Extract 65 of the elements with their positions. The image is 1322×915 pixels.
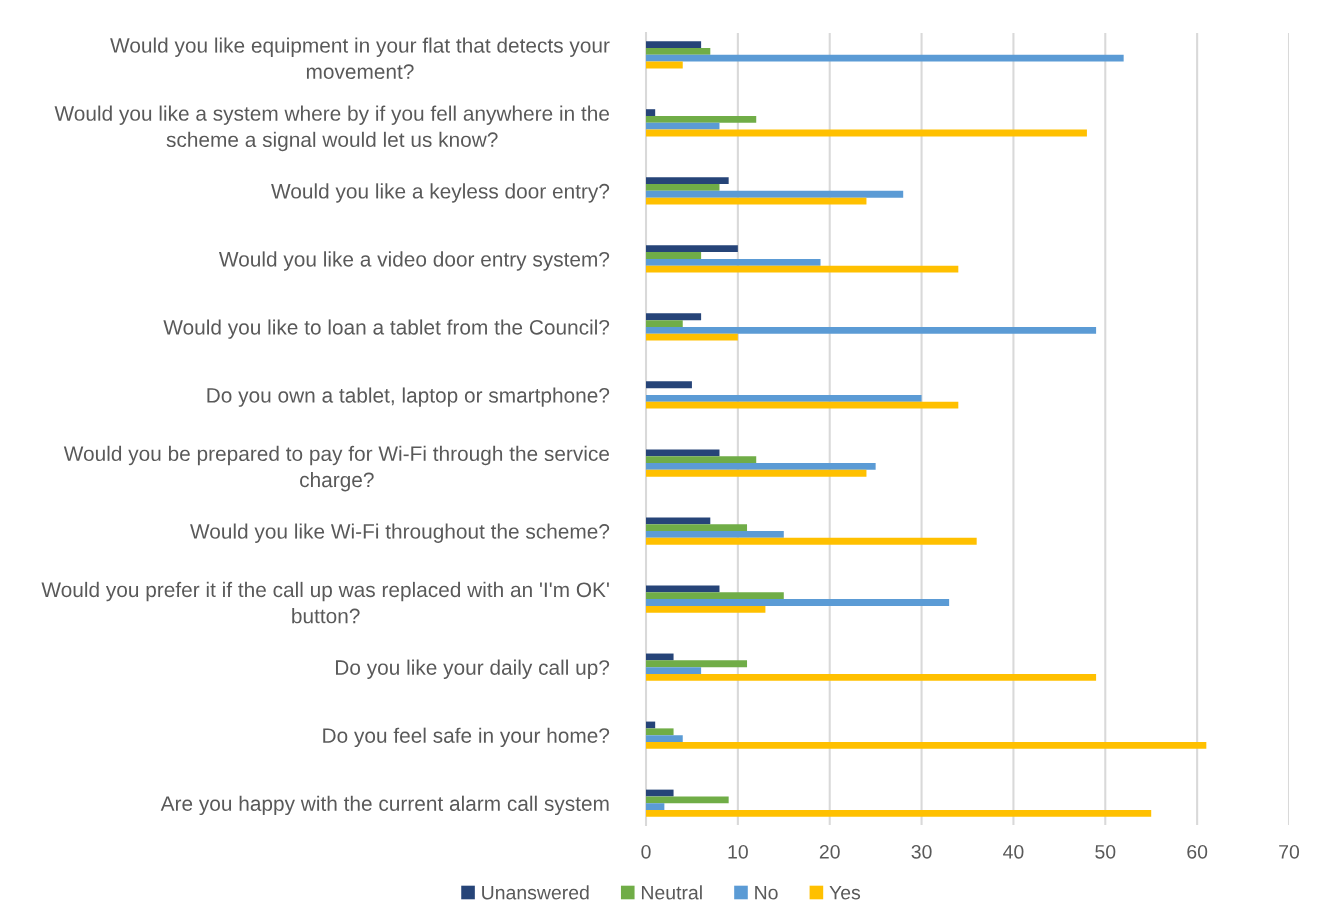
- y-tick-label: Would you like a keyless door entry?: [271, 183, 610, 203]
- bar: [646, 177, 729, 185]
- y-tick-label: Would you like a system where by if you fell anywhere in the scheme a signal would let us know?: [54, 105, 609, 152]
- bar: [646, 381, 692, 389]
- legend-label: Unanswered: [482, 885, 589, 900]
- bar: [646, 667, 702, 674]
- y-tick-label: Would you prefer it if the call up was replaced with an 'I'm OK' button?: [41, 581, 609, 624]
- bar: [646, 531, 784, 538]
- bar: [646, 394, 922, 402]
- bar: [646, 401, 959, 409]
- x-tick-label: 50: [1095, 844, 1116, 859]
- bar: [646, 109, 656, 117]
- bar: [646, 456, 757, 464]
- y-tick-label: Do you own a tablet, laptop or smartphone?: [207, 387, 610, 407]
- y-tick-label: Do you like your daily call up?: [336, 659, 610, 680]
- bar: [646, 122, 720, 130]
- bar: [646, 517, 711, 525]
- bar: [646, 333, 738, 341]
- y-tick-label: Do you feel safe in your home?: [323, 727, 610, 748]
- bar: [646, 537, 977, 545]
- y-tick-label: Would you like a video door entry system?: [218, 251, 610, 271]
- legend-label: Neutral: [641, 885, 702, 900]
- bar: [646, 252, 702, 259]
- bar: [646, 47, 711, 55]
- y-tick-label: Would you like to loan a tablet from the Council?: [163, 319, 610, 339]
- bar: [646, 258, 821, 266]
- bar: [646, 605, 766, 613]
- bar: [646, 54, 1124, 62]
- bar: [646, 741, 1207, 749]
- bar: [646, 735, 683, 742]
- y-tick-label: Would you like Wi-Fi throughout the scheme?: [190, 523, 610, 543]
- bar: [646, 592, 784, 600]
- y-tick-label: Would you like equipment in your flat that detects your movement?: [110, 37, 610, 80]
- bar: [646, 810, 1152, 817]
- bar: [646, 190, 904, 198]
- bar: [646, 803, 665, 811]
- bar: [646, 796, 729, 804]
- x-tick-label: 0: [641, 844, 651, 859]
- bar: [646, 245, 738, 253]
- x-tick-label: 60: [1187, 844, 1208, 859]
- bar: [646, 184, 720, 191]
- legend-label: No: [755, 885, 778, 900]
- x-tick-label: 30: [911, 844, 932, 859]
- bar: [646, 660, 748, 668]
- bar: [646, 585, 720, 593]
- x-tick-label: 20: [819, 844, 840, 859]
- bar: [646, 265, 959, 273]
- y-tick-label: Would you be prepared to pay for Wi-Fi through the service charge?: [63, 445, 609, 492]
- bar: [646, 116, 757, 123]
- bar: [646, 469, 867, 477]
- y-tick-label: Are you happy with the current alarm call system: [160, 795, 609, 816]
- bar: [646, 449, 720, 457]
- bar: [646, 326, 1097, 334]
- bar: [646, 599, 950, 606]
- x-tick-label: 10: [728, 844, 748, 859]
- bar: [646, 313, 702, 321]
- bar: [646, 728, 674, 736]
- bar: [646, 673, 1097, 681]
- legend-label: Yes: [829, 885, 861, 900]
- x-tick-label: 40: [1003, 844, 1024, 859]
- bar: [646, 463, 876, 470]
- bar: [646, 41, 702, 48]
- bar: [646, 524, 748, 532]
- bar: [646, 320, 683, 327]
- x-tick-label: 70: [1279, 844, 1300, 859]
